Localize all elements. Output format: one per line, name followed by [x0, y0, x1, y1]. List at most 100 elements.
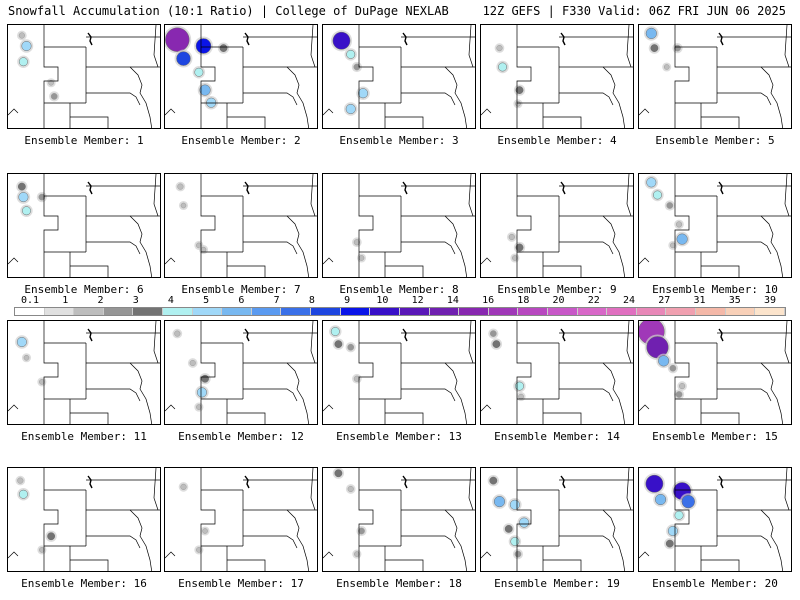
- ensemble-panel: [164, 173, 318, 278]
- snowfall-area: [199, 84, 211, 96]
- snowfall-area: [219, 44, 228, 53]
- colorbar-segment: [547, 308, 578, 315]
- border-line: [153, 468, 159, 511]
- state-borders: [165, 174, 317, 277]
- border-line: [760, 66, 784, 128]
- colorbar-segment: [636, 308, 667, 315]
- colorbar-segment: [281, 308, 312, 315]
- lake-outline: [402, 475, 408, 489]
- state-borders: [8, 321, 160, 424]
- ensemble-member-label: Ensemble Member: 12: [178, 430, 304, 443]
- ensemble-member-label: Ensemble Member: 5: [655, 134, 775, 147]
- border-line: [86, 241, 141, 255]
- snowfall-area: [509, 499, 520, 510]
- panel-map: [639, 174, 791, 277]
- snowfall-area: [666, 202, 674, 209]
- snowfall-area: [492, 340, 501, 349]
- border-line: [129, 215, 153, 277]
- snowfall-area: [38, 193, 46, 201]
- colorbar-segment: [103, 308, 134, 315]
- snowfall-area: [519, 517, 530, 528]
- border-line: [543, 116, 582, 128]
- border-line: [86, 535, 141, 549]
- border-line: [165, 404, 176, 412]
- snowfall-area: [679, 383, 686, 390]
- colorbar-segment: [370, 308, 400, 315]
- colorbar-tick-label: 2: [97, 295, 104, 306]
- colorbar-segment: [15, 308, 45, 315]
- colorbar-tick-label: 7: [273, 295, 280, 306]
- ensemble-panel: [322, 24, 476, 129]
- snowfall-area: [674, 510, 684, 520]
- snowfall-area: [493, 496, 506, 508]
- colorbar-tick-label: 22: [587, 295, 600, 306]
- snowfall-area: [667, 526, 678, 536]
- ensemble-member-label: Ensemble Member: 18: [336, 577, 462, 590]
- border-line: [602, 509, 626, 571]
- snowfall-area: [50, 93, 58, 100]
- lake-outline: [560, 32, 566, 46]
- snowfall-area: [196, 387, 207, 398]
- snowfall-area: [18, 57, 28, 67]
- snowfall-area: [358, 88, 369, 99]
- lake-outline: [718, 328, 724, 342]
- border-line: [8, 551, 19, 559]
- ensemble-panel: [480, 467, 634, 572]
- colorbar-segment: [340, 308, 371, 315]
- border-line: [129, 509, 153, 571]
- border-line: [468, 321, 474, 364]
- colorbar-tick-label: 0.1: [20, 295, 40, 306]
- panel-map: [323, 25, 475, 128]
- border-line: [626, 321, 632, 364]
- ensemble-member-label: Ensemble Member: 11: [21, 430, 147, 443]
- snowfall-area: [504, 525, 513, 533]
- snowfall-area: [675, 221, 683, 228]
- border-line: [760, 362, 784, 424]
- border-line: [200, 321, 216, 424]
- border-line: [401, 388, 456, 402]
- colorbar-segment: [429, 308, 460, 315]
- colorbar-tick-label: 20: [552, 295, 565, 306]
- snowfall-area: [498, 62, 508, 72]
- snowfall-area: [174, 330, 181, 337]
- border-line: [129, 66, 153, 128]
- border-line: [153, 174, 159, 217]
- snowfall-area: [514, 550, 522, 558]
- lake-outline: [560, 181, 566, 195]
- colorbar-segment: [666, 308, 697, 315]
- border-line: [543, 412, 582, 424]
- panel-map: [165, 321, 317, 424]
- border-line: [602, 215, 626, 277]
- border-line: [468, 468, 474, 511]
- state-borders: [481, 468, 633, 571]
- ensemble-member-label: Ensemble Member: 1: [24, 134, 144, 147]
- border-line: [385, 265, 424, 277]
- ensemble-panel: [322, 320, 476, 425]
- state-borders: [323, 468, 475, 571]
- border-line: [760, 215, 784, 277]
- snowfall-area: [658, 355, 670, 367]
- border-line: [401, 241, 456, 255]
- border-line: [516, 468, 532, 571]
- border-line: [323, 108, 334, 116]
- border-line: [468, 174, 474, 217]
- colorbar-tick-label: 14: [446, 295, 459, 306]
- colorbar-tick-label: 1: [62, 295, 69, 306]
- state-borders: [165, 321, 317, 424]
- colorbar-tick-label: 27: [658, 295, 671, 306]
- border-line: [468, 25, 474, 68]
- border-line: [358, 25, 374, 128]
- lake-outline: [244, 181, 250, 195]
- snowfall-area: [645, 27, 657, 39]
- border-line: [323, 404, 334, 412]
- border-line: [444, 509, 468, 571]
- snowfall-area: [674, 44, 681, 52]
- border-line: [43, 321, 59, 424]
- ensemble-panel: [638, 24, 792, 129]
- lake-outline: [402, 181, 408, 195]
- snowfall-area: [200, 246, 207, 253]
- state-borders: [639, 174, 791, 277]
- lake-outline: [244, 475, 250, 489]
- snowfall-area: [195, 38, 212, 54]
